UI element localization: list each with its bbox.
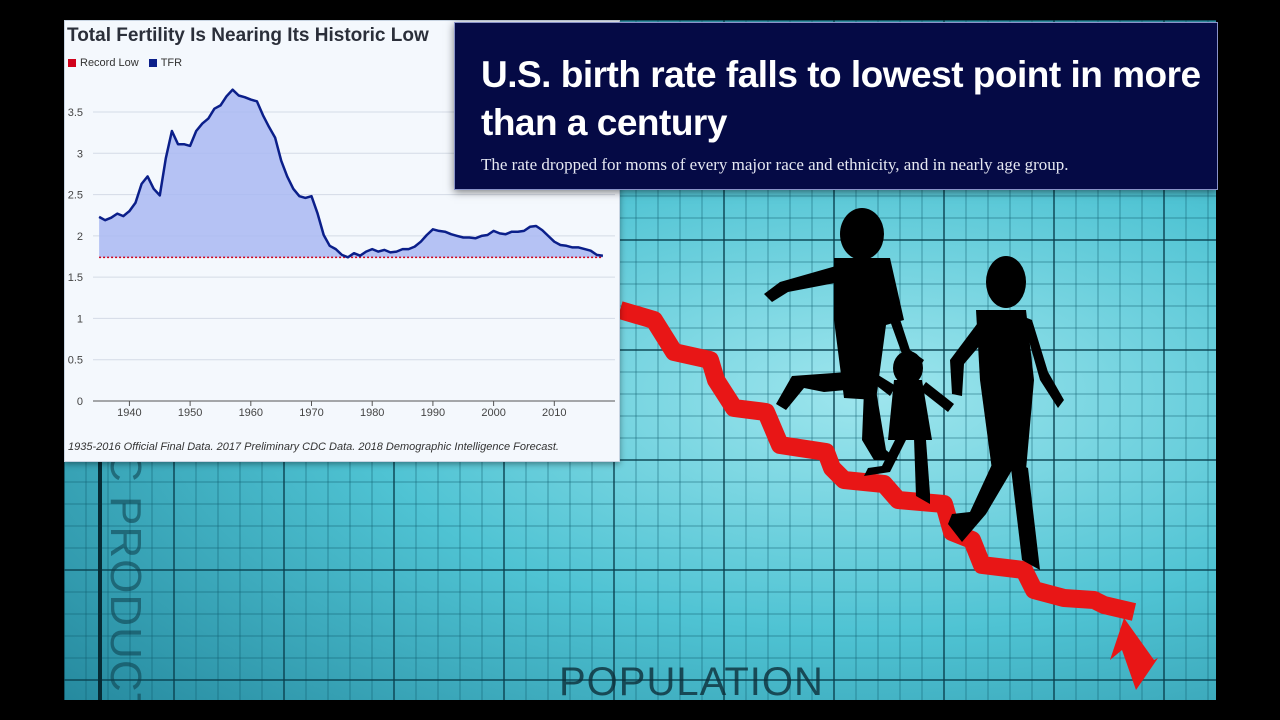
chart-legend: Record Low TFR [68, 57, 182, 69]
y-tick-label: 3.5 [68, 107, 83, 119]
article-headline[interactable]: U.S. birth rate falls to lowest point in… [481, 54, 1201, 143]
legend-swatch-record-low [68, 59, 76, 67]
chart-title: Total Fertility Is Nearing Its Historic … [67, 25, 429, 46]
father-silhouette [948, 256, 1064, 570]
x-tick-label: 1950 [178, 407, 202, 419]
y-tick-label: 0 [77, 396, 83, 408]
legend-item-record-low: Record Low [68, 57, 139, 69]
legend-item-tfr: TFR [148, 57, 183, 69]
tfr-line [98, 88, 604, 259]
arrow-head [1110, 618, 1158, 690]
y-tick-label: 1 [77, 313, 83, 325]
x-tick-label: 1990 [421, 407, 445, 419]
mother-silhouette [764, 208, 924, 460]
x-tick-label: 1960 [239, 407, 263, 419]
child-silhouette [864, 351, 954, 504]
background-horizontal-label: POPULATION [559, 660, 824, 700]
y-tick-label: 1.5 [68, 272, 83, 284]
chart-footnote: 1935-2016 Official Final Data. 2017 Prel… [68, 441, 559, 453]
x-tick-label: 1980 [360, 407, 384, 419]
x-tick-label: 2010 [542, 407, 566, 419]
article-subhead: The rate dropped for moms of every major… [481, 155, 1069, 174]
x-tick-label: 1970 [299, 407, 323, 419]
legend-label-tfr: TFR [160, 57, 183, 69]
tfr-area [99, 89, 603, 258]
y-tick-label: 2 [77, 231, 83, 243]
family-silhouette [764, 208, 1064, 570]
x-tick-label: 2000 [481, 407, 505, 419]
y-tick-label: 3 [77, 148, 83, 160]
legend-label-record-low: Record Low [80, 57, 139, 69]
fertility-chart-card: 0 0.5 1 1.5 2 2.5 3 3.5 1940 1950 1960 1970 1980 1990… [64, 20, 620, 462]
fertility-chart: 0 0.5 1 1.5 2 2.5 3 3.5 1940 1950 1960 1970 1980 1990… [68, 88, 615, 419]
legend-swatch-tfr [148, 59, 157, 67]
x-tick-label: 1940 [117, 407, 141, 419]
declining-arrow [617, 301, 1137, 621]
y-tick-label: 0.5 [68, 355, 83, 367]
y-tick-label: 2.5 [68, 190, 83, 202]
headline-card: U.S. birth rate falls to lowest point in… [454, 22, 1218, 190]
